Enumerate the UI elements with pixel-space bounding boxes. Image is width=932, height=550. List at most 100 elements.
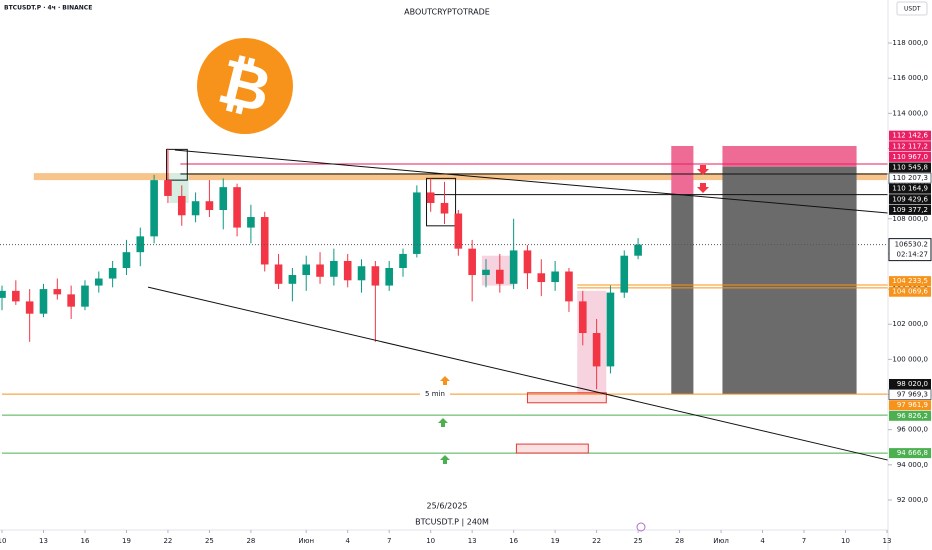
zone (33, 173, 887, 181)
candle-body (523, 250, 532, 274)
x-tick-label: 13 (883, 537, 892, 545)
x-tick-label: 7 (387, 537, 391, 545)
currency-box[interactable] (896, 1, 928, 16)
x-tick-label: 19 (551, 537, 560, 545)
candle-body (12, 290, 20, 302)
price-label-box (889, 286, 931, 297)
arrows (438, 165, 709, 464)
down-arrow (697, 183, 709, 193)
candle-body (219, 187, 228, 211)
candle-body (260, 217, 269, 265)
up-arrow (440, 455, 450, 464)
zone (671, 145, 694, 195)
candle-body (565, 271, 573, 302)
zone (671, 194, 694, 395)
candle-body (39, 289, 48, 314)
candle-body (454, 213, 463, 249)
logo-circle (197, 38, 293, 134)
candle-body (385, 267, 393, 286)
x-tick-label: 4 (760, 537, 765, 545)
y-tick-label: 96 000,0 (897, 426, 928, 434)
x-tick-label: 10 (426, 537, 435, 545)
annotation: 5 min (425, 390, 445, 398)
box (166, 148, 188, 181)
price-label-box (889, 410, 931, 421)
y-tick-label: 92 000,0 (897, 496, 928, 504)
x-tick-label: 7 (802, 537, 806, 545)
replay-icon[interactable] (636, 522, 646, 532)
price-label-box (888, 172, 932, 184)
x-tick-label: 16 (81, 537, 90, 545)
y-tick-label: 114 000,0 (892, 109, 928, 117)
candle-body (578, 301, 587, 334)
price-label: 97 961,9 (897, 401, 928, 409)
x-tick-label: 22 (592, 537, 601, 545)
box (526, 392, 607, 404)
price-label-box (889, 204, 931, 215)
candle-body (108, 267, 117, 279)
candle-body (426, 192, 435, 203)
candle-body (302, 264, 311, 276)
down-arrow (697, 165, 709, 175)
y-tick-label: 102 000,0 (892, 320, 928, 328)
candle-body (288, 275, 297, 284)
price-label: 109 429,6 (892, 195, 928, 203)
box (426, 177, 457, 227)
candle-body (94, 278, 103, 286)
y-tick-label: 118 000,0 (892, 39, 928, 47)
x-tick-label: 4 (345, 537, 350, 545)
candle-body (399, 253, 407, 268)
candle-body (509, 250, 518, 284)
x-tick-label: 25 (634, 537, 643, 545)
y-tick-label: 94 000,0 (897, 461, 928, 469)
y-tick-label: 110 000,0 (892, 180, 928, 188)
up-arrow (438, 418, 448, 427)
x-tick-label: 13 (468, 537, 477, 545)
price-label: 112 117,2 (892, 142, 928, 150)
price-label: 112 142,6 (892, 132, 928, 140)
trendline (147, 286, 888, 461)
candle-body (634, 244, 642, 256)
price-label: 110 207,3 (892, 174, 928, 182)
current-price-box (888, 238, 932, 262)
x-tick-label: 13 (39, 537, 48, 545)
x-tick-label: 10 (841, 537, 850, 545)
y-tick-label: 100 000,0 (892, 355, 928, 363)
candle-body (440, 202, 449, 214)
trendline (174, 149, 888, 214)
zone (722, 145, 857, 167)
footer: BTCUSDT.P | 240M (415, 518, 489, 527)
price-label: 110 545,8 (892, 163, 928, 171)
price-label-box (889, 141, 931, 152)
zone (722, 166, 857, 395)
candle-body (177, 195, 186, 216)
candle-body (164, 180, 172, 196)
price-label: 98 020,0 (897, 380, 928, 388)
x-tick-label: 10 (0, 537, 6, 545)
price-label: 109 377,2 (892, 206, 928, 214)
candle-body (496, 269, 504, 284)
candle-body (606, 292, 615, 367)
symbol-label: BTCUSDT.P · 4ч · BINANCE (4, 5, 92, 12)
candle-body (371, 266, 380, 286)
chart-title: ABOUTCRYPTOTRADE (404, 8, 490, 17)
price-label-box (889, 162, 931, 173)
candle-body (482, 269, 490, 276)
countdown: 02:14:27 (897, 251, 928, 259)
price-label: 94 666,8 (897, 449, 928, 457)
price-label: 110 164,9 (892, 185, 928, 193)
price-label-box (889, 130, 931, 141)
candle-body (468, 248, 476, 276)
candle-body (205, 201, 214, 211)
up-arrow (440, 376, 450, 385)
price-label-box (889, 276, 931, 287)
y-tick-label: 116 000,0 (892, 74, 928, 82)
candle-body (357, 266, 366, 281)
candle-body (150, 180, 158, 237)
candle-body (316, 264, 324, 277)
price-label: 110 967,0 (892, 153, 928, 161)
annotation-bg (420, 388, 450, 401)
x-tick-label: 22 (163, 537, 172, 545)
candle-body (592, 333, 601, 367)
